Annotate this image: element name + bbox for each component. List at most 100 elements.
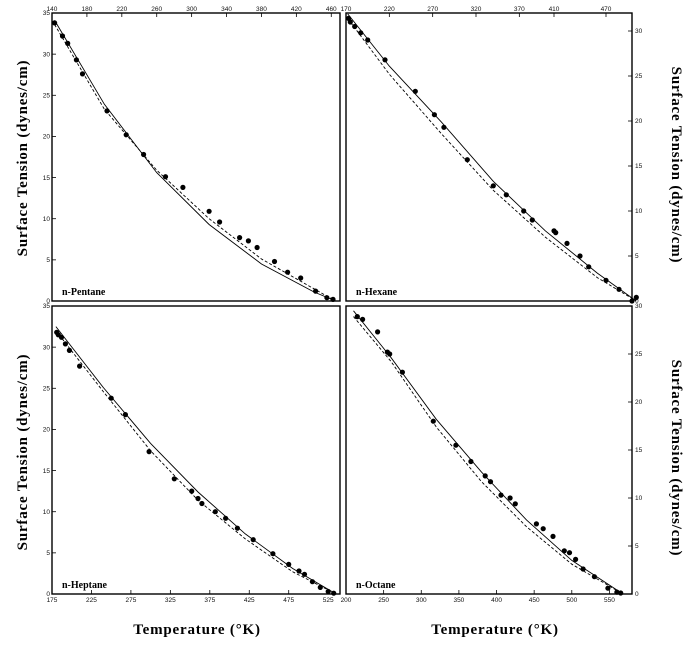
y-tick-label: 25 <box>43 92 51 99</box>
x-tick-label: 420 <box>291 6 302 13</box>
x-tick-label: 200 <box>341 597 352 604</box>
x-tick-label: 170 <box>341 6 352 13</box>
fit-curve-solid <box>347 13 637 302</box>
y-tick-label: 20 <box>635 118 643 125</box>
y-tick-label: 15 <box>43 468 51 475</box>
y-tick-label: 10 <box>635 208 643 215</box>
fit-curve-dashed <box>347 18 637 302</box>
x-tick-label: 470 <box>601 6 612 13</box>
x-tick-label: 175 <box>47 597 58 604</box>
data-point <box>285 269 291 275</box>
fit-curve-solid <box>353 310 624 595</box>
x-tick-label: 325 <box>165 597 176 604</box>
x-tick-label: 225 <box>86 597 97 604</box>
x-tick-label: 275 <box>125 597 136 604</box>
data-point <box>482 473 488 479</box>
plot-frame <box>51 12 341 302</box>
data-point <box>331 590 337 596</box>
x-axis-label-left: Temperature (°K) <box>133 622 261 638</box>
data-point <box>498 492 504 498</box>
fit-curve-dashed <box>54 24 336 302</box>
data-point <box>217 219 223 225</box>
data-point <box>77 363 83 369</box>
y-tick-label: 30 <box>43 51 51 58</box>
data-point <box>603 277 609 283</box>
data-point <box>618 590 624 596</box>
y-axis-label-right-top: Surface Tension (dynes/cm) <box>668 67 684 264</box>
x-tick-label: 300 <box>416 597 427 604</box>
data-point <box>195 495 201 502</box>
x-tick-label: 500 <box>566 597 577 604</box>
data-point <box>250 537 256 543</box>
data-point <box>79 71 86 77</box>
data-point <box>586 264 592 270</box>
data-point <box>223 515 229 521</box>
x-tick-label: 320 <box>471 6 482 13</box>
y-tick-label: 20 <box>635 399 643 406</box>
data-point <box>146 449 152 455</box>
data-point <box>245 238 251 244</box>
data-point <box>141 151 147 158</box>
y-tick-label: 35 <box>43 10 51 17</box>
data-point <box>301 571 308 577</box>
data-point <box>633 294 639 300</box>
data-point <box>561 548 567 554</box>
y-tick-label: 5 <box>46 550 50 557</box>
data-point <box>605 585 611 591</box>
y-tick-label: 25 <box>635 73 643 80</box>
data-point <box>66 347 72 353</box>
x-tick-label: 340 <box>221 6 232 13</box>
data-point <box>468 458 474 465</box>
data-point <box>286 561 292 568</box>
data-point <box>212 509 218 515</box>
x-tick-label: 250 <box>378 597 389 604</box>
data-point <box>550 533 556 540</box>
panel-n-hexane: 0 5 10 15 20 25 30 170 220 270 320 370 410 470 n-Hexan… <box>341 6 643 305</box>
data-point <box>104 108 110 114</box>
x-tick-label: 270 <box>427 6 438 13</box>
x-tick-label: 400 <box>491 597 502 604</box>
data-point <box>564 240 570 246</box>
data-point <box>313 288 319 294</box>
panel-label: n-Heptane <box>62 580 108 591</box>
panel-label: n-Pentane <box>62 287 106 298</box>
data-point <box>171 476 177 482</box>
data-point <box>162 174 169 180</box>
y-tick-label: 15 <box>43 175 51 182</box>
data-point <box>199 500 205 507</box>
data-point <box>65 40 71 47</box>
y-axis-label-left-bottom: Surface Tension (dynes/cm) <box>15 354 31 551</box>
data-point <box>189 488 195 494</box>
y-tick-label: 5 <box>46 257 50 264</box>
data-point <box>254 244 260 251</box>
data-point <box>629 298 635 304</box>
panel-label: n-Hexane <box>356 287 398 298</box>
data-point <box>58 334 65 340</box>
x-tick-label: 375 <box>204 597 215 604</box>
x-axis-label-right: Temperature (°K) <box>431 622 559 638</box>
x-tick-label: 260 <box>151 6 162 13</box>
data-point <box>375 329 381 335</box>
data-point <box>59 33 66 39</box>
x-tick-label: 140 <box>47 6 58 13</box>
plot-frame <box>51 305 341 595</box>
y-tick-label: 20 <box>43 134 51 141</box>
data-point <box>234 525 240 531</box>
x-tick-label: 460 <box>326 6 337 13</box>
x-tick-label: 370 <box>514 6 525 13</box>
y-tick-label: 0 <box>46 298 50 305</box>
data-point <box>382 57 388 63</box>
data-point <box>573 556 579 563</box>
data-point <box>503 192 509 198</box>
data-point <box>358 30 364 36</box>
data-point <box>580 566 586 572</box>
data-point <box>487 479 494 485</box>
data-point <box>330 296 336 302</box>
y-tick-label: 15 <box>635 163 643 170</box>
x-tick-label: 300 <box>186 6 197 13</box>
data-point <box>270 551 276 557</box>
y-tick-label: 20 <box>43 427 51 434</box>
data-point <box>325 588 331 595</box>
data-point <box>529 217 535 223</box>
data-point <box>512 501 518 507</box>
